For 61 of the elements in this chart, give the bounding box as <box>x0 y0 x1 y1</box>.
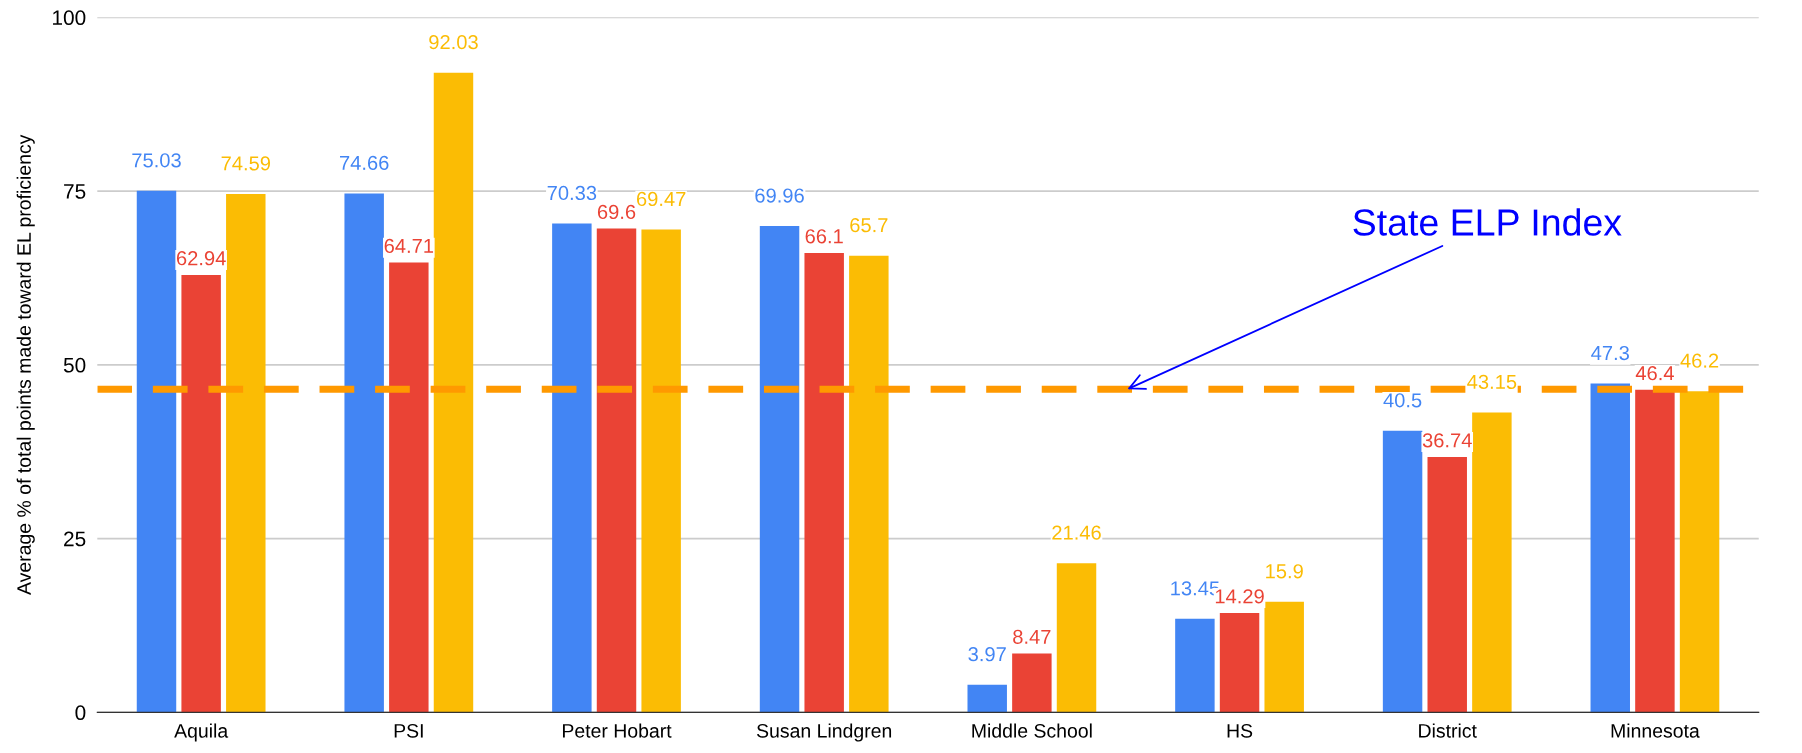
data-label: 69.47 <box>636 191 686 207</box>
data-label: 66.1 <box>805 229 843 244</box>
data-label: 47.3 <box>1591 345 1629 361</box>
data-label: 62.94 <box>176 251 226 266</box>
bar <box>1679 391 1720 713</box>
y-tick-label: 50 <box>63 357 86 373</box>
data-label: 43.15 <box>1467 374 1517 390</box>
bar <box>1427 456 1467 713</box>
bar <box>596 228 637 713</box>
data-label: 75.03 <box>132 153 181 168</box>
bar <box>1264 601 1304 713</box>
bar <box>389 262 429 713</box>
y-axis-title: Average % of total points made toward EL proficiency <box>16 134 35 595</box>
x-tick-label: Middle School <box>972 723 1092 738</box>
data-label: 74.66 <box>340 155 389 171</box>
bar <box>849 255 889 713</box>
ref-line-label: State ELP Index <box>1353 208 1622 236</box>
y-tick-label: 100 <box>53 10 86 26</box>
x-tick-label: Minnesota <box>1611 723 1700 738</box>
data-label: 69.96 <box>755 188 804 203</box>
bar <box>1382 430 1423 713</box>
bar <box>1635 389 1675 713</box>
bar <box>136 190 177 713</box>
data-label: 65.7 <box>850 218 888 233</box>
x-tick-label: Susan Lindgren <box>756 723 892 742</box>
data-label: 46.4 <box>1635 366 1674 381</box>
x-tick-label: PSI <box>394 723 423 738</box>
y-tick-label: 75 <box>64 184 86 199</box>
data-label: 92.03 <box>429 35 478 50</box>
data-label: 69.6 <box>597 204 636 220</box>
data-label: 46.2 <box>1680 353 1719 368</box>
x-tick-label: Peter Hobart <box>562 723 672 738</box>
data-label: 3.97 <box>968 647 1006 662</box>
data-label: 74.59 <box>221 156 271 171</box>
bar <box>226 193 266 713</box>
bar <box>1012 653 1052 713</box>
y-tick-label: 25 <box>64 531 86 547</box>
data-label: 21.46 <box>1052 525 1101 540</box>
x-tick-label: District <box>1419 723 1477 738</box>
data-label: 36.74 <box>1422 433 1472 448</box>
data-label: 64.71 <box>384 238 434 254</box>
data-label: 40.5 <box>1383 393 1422 408</box>
bar <box>1590 383 1630 713</box>
bar <box>641 229 681 713</box>
x-tick-label: Aquila <box>174 723 229 742</box>
x-tick-label: HS <box>1227 723 1253 738</box>
data-label: 15.9 <box>1266 564 1303 579</box>
bar <box>1472 412 1512 713</box>
bar <box>759 226 800 713</box>
bar <box>344 193 384 713</box>
bar <box>433 72 474 713</box>
bar <box>1175 618 1215 713</box>
bar <box>1219 613 1260 713</box>
bar <box>552 223 592 713</box>
bar <box>181 274 221 713</box>
data-label: 70.33 <box>547 185 597 201</box>
y-tick-label: 0 <box>75 705 86 721</box>
bar <box>1056 563 1097 713</box>
bar <box>967 684 1007 713</box>
data-label: 8.47 <box>1013 629 1051 644</box>
bar <box>804 252 844 713</box>
